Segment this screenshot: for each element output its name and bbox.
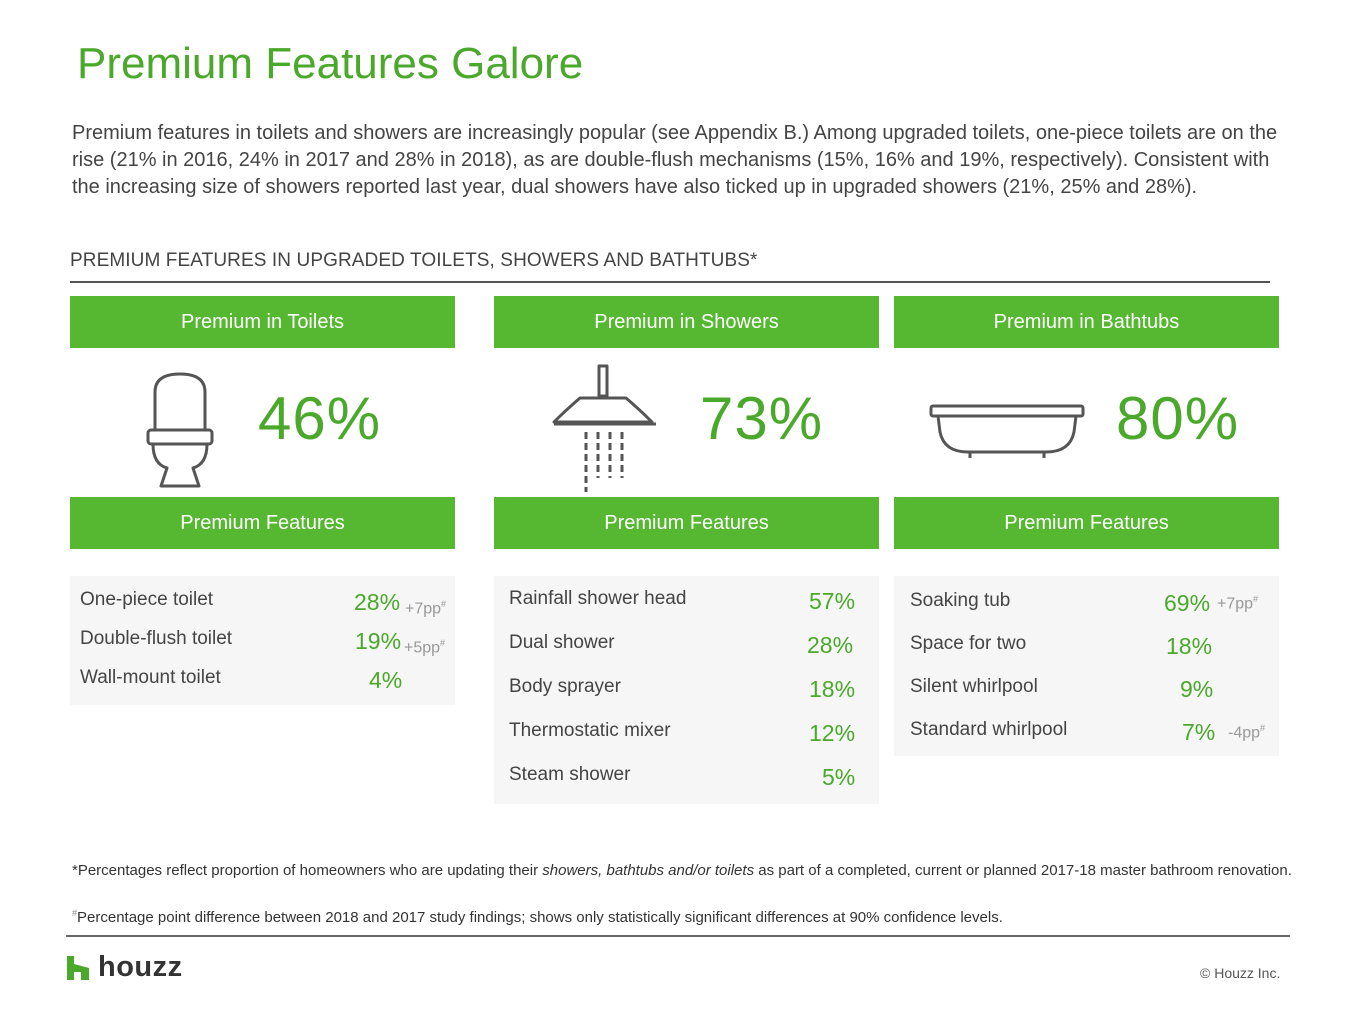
- feature-name: Standard whirlpool: [910, 719, 1068, 740]
- bathtub-icon: [928, 402, 1088, 467]
- shower-icon: [552, 362, 660, 499]
- feature-row: Body sprayer 18%: [494, 666, 879, 710]
- showers-header: Premium in Showers: [494, 296, 879, 348]
- bathtubs-column: Premium in Bathtubs 80% Premium Features…: [894, 296, 1279, 816]
- feature-row: Rainfall shower head 57%: [494, 578, 879, 622]
- feature-name: Steam shower: [509, 764, 631, 785]
- feature-value: 28%: [807, 632, 854, 658]
- showers-features-panel: Rainfall shower head 57% Dual shower 28%…: [494, 576, 879, 804]
- feature-name: Body sprayer: [509, 676, 621, 697]
- toilets-header: Premium in Toilets: [70, 296, 455, 348]
- feature-diff: +5pp#: [404, 638, 446, 657]
- feature-name: Space for two: [910, 633, 1027, 654]
- feature-name: Rainfall shower head: [509, 588, 687, 609]
- feature-diff: +7pp#: [1217, 594, 1259, 613]
- feature-name: Soaking tub: [910, 590, 1011, 611]
- feature-diff: +7pp#: [405, 599, 447, 618]
- feature-value: 57%: [809, 588, 856, 614]
- feature-row: Soaking tub 69% +7pp#: [894, 580, 1279, 623]
- feature-value: 69%: [1164, 590, 1211, 616]
- feature-row: Standard whirlpool 7% -4pp#: [894, 709, 1279, 752]
- feature-diff: -4pp#: [1228, 723, 1266, 742]
- feature-value: 5%: [822, 764, 856, 790]
- feature-row: Wall-mount toilet 4%: [70, 657, 455, 696]
- showers-percent: 73%: [700, 385, 824, 452]
- feature-value: 7%: [1182, 719, 1216, 745]
- toilets-features-panel: One-piece toilet 28% +7pp# Double-flush …: [70, 576, 455, 705]
- bathtubs-features-panel: Soaking tub 69% +7pp# Space for two 18% …: [894, 576, 1279, 756]
- feature-name: Wall-mount toilet: [80, 667, 221, 688]
- feature-row: Space for two 18%: [894, 623, 1279, 666]
- feature-value: 9%: [1180, 676, 1214, 702]
- feature-value: 12%: [809, 720, 856, 746]
- footnote-asterisk: *Percentages reflect proportion of homeo…: [72, 862, 1292, 879]
- footer-divider: [66, 935, 1290, 937]
- feature-value: 28%: [354, 589, 401, 615]
- feature-value: 19%: [355, 628, 402, 654]
- bathtubs-header: Premium in Bathtubs: [894, 296, 1279, 348]
- feature-value: 4%: [369, 667, 403, 693]
- copyright: © Houzz Inc.: [1200, 965, 1281, 981]
- feature-name: Dual shower: [509, 632, 615, 653]
- feature-name: One-piece toilet: [80, 589, 214, 610]
- feature-row: Silent whirlpool 9%: [894, 666, 1279, 709]
- showers-column: Premium in Showers 73% Premium Features …: [494, 296, 879, 816]
- toilets-features-header: Premium Features: [70, 497, 455, 549]
- houzz-logo-icon: [66, 955, 90, 986]
- feature-value: 18%: [809, 676, 856, 702]
- feature-name: Double-flush toilet: [80, 628, 233, 649]
- feature-value: 18%: [1166, 633, 1213, 659]
- divider: [70, 281, 1270, 283]
- toilet-icon: [145, 368, 215, 495]
- intro-paragraph: Premium features in toilets and showers …: [72, 122, 1278, 198]
- feature-row: Steam shower 5%: [494, 754, 879, 798]
- feature-row: One-piece toilet 28% +7pp#: [70, 579, 455, 618]
- feature-name: Thermostatic mixer: [509, 720, 671, 741]
- section-heading: PREMIUM FEATURES IN UPGRADED TOILETS, SH…: [70, 250, 758, 271]
- bathtubs-percent: 80%: [1116, 385, 1240, 452]
- feature-row: Double-flush toilet 19% +5pp#: [70, 618, 455, 657]
- page-title: Premium Features Galore: [77, 39, 584, 88]
- toilets-column: Premium in Toilets 46% Premium Features …: [70, 296, 455, 816]
- footnote-hash: #Percentage point difference between 201…: [72, 908, 1003, 926]
- showers-features-header: Premium Features: [494, 497, 879, 549]
- toilets-percent: 46%: [258, 385, 382, 452]
- feature-row: Dual shower 28%: [494, 622, 879, 666]
- feature-name: Silent whirlpool: [910, 676, 1038, 697]
- feature-row: Thermostatic mixer 12%: [494, 710, 879, 754]
- bathtubs-features-header: Premium Features: [894, 497, 1279, 549]
- brand-name: houzz: [98, 951, 183, 983]
